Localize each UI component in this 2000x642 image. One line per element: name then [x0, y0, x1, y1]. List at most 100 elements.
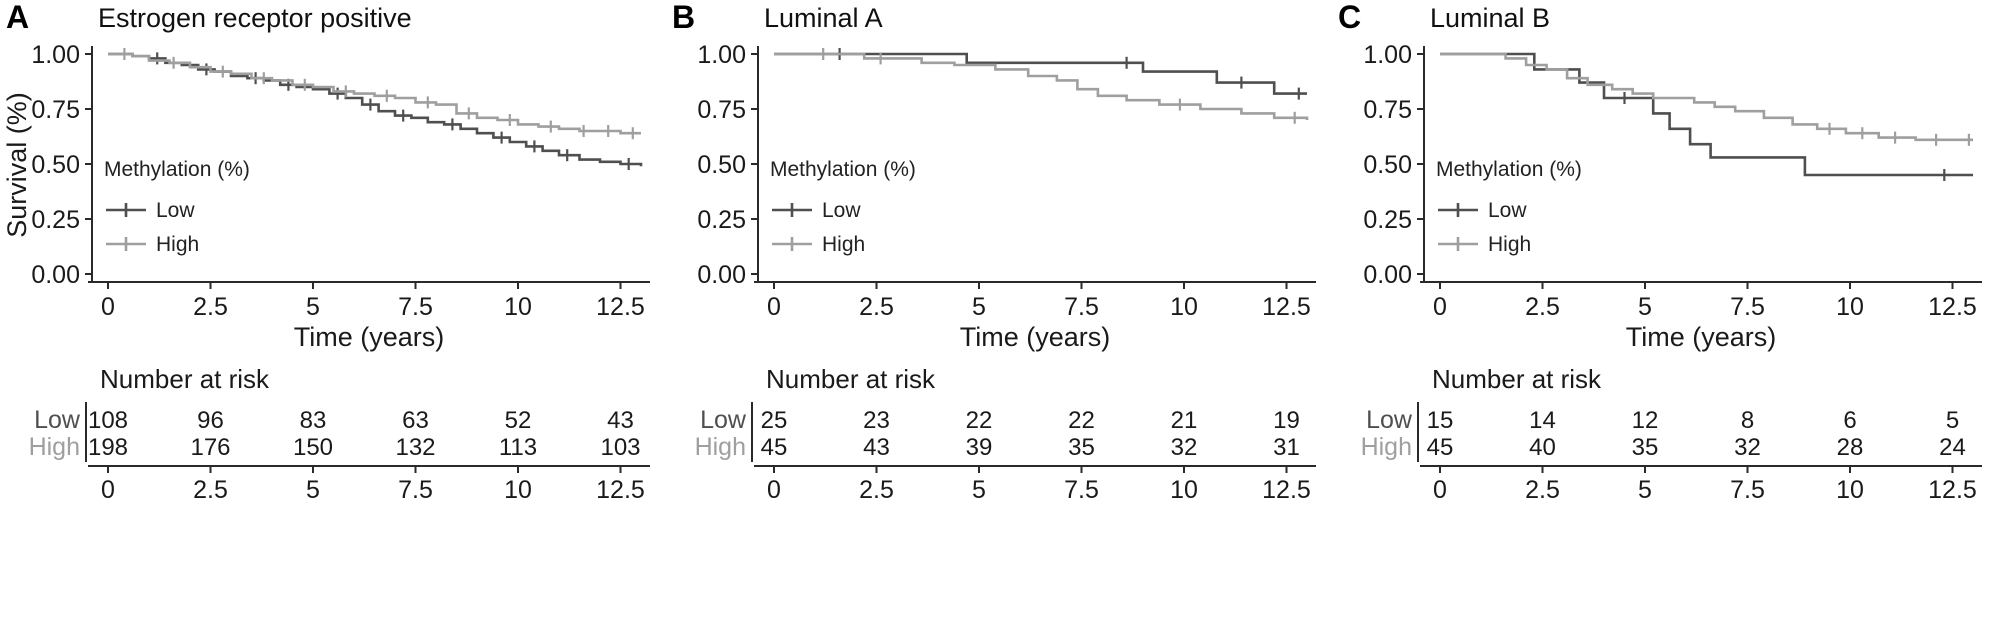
risk-x-tick-label: 0: [1433, 476, 1447, 504]
risk-x-tick-label: 2.5: [193, 476, 228, 504]
tick-marks: [85, 53, 622, 289]
x-tick-label: 10: [1170, 293, 1198, 321]
tick-marks: [1417, 53, 1954, 289]
y-tick-label: 1.00: [697, 41, 746, 69]
x-axis-title: Time (years): [294, 322, 445, 352]
x-tick-label: 10: [1836, 293, 1864, 321]
risk-count-low: 15: [1427, 407, 1454, 434]
risk-count-high: 39: [966, 434, 993, 461]
y-tick-label: 0.50: [697, 151, 746, 179]
risk-x-tick-label: 5: [972, 476, 986, 504]
y-tick-label: 0.50: [31, 151, 80, 179]
risk-table-title: Number at risk: [100, 364, 270, 394]
x-tick-label: 12.5: [596, 293, 645, 321]
legend: Methylation (%) Low High: [1436, 158, 1582, 256]
censor-marks-high: [1828, 122, 1971, 146]
risk-count-high: 32: [1734, 434, 1761, 461]
x-axis-title: Time (years): [960, 322, 1111, 352]
censor-marks-low: [838, 48, 1300, 100]
y-tick-label: 0.25: [1363, 206, 1412, 234]
panel-c-letter: C: [1338, 0, 1362, 35]
risk-count-high: 28: [1837, 434, 1864, 461]
panel-c-plot: 1.00 0.75 0.50 0.25 0.00 0 2.5 5 7.5 10 12.5 Time (…: [1361, 41, 1982, 504]
risk-count-low: 22: [966, 407, 993, 434]
x-axis-title: Time (years): [1626, 322, 1777, 352]
risk-count-low: 52: [505, 407, 532, 434]
risk-x-tick-label: 5: [306, 476, 320, 504]
panel-a-letter: A: [6, 0, 30, 35]
risk-count-high: 43: [863, 434, 890, 461]
x-tick-label: 0: [767, 293, 781, 321]
panel-c-title: Luminal B: [1430, 3, 1551, 33]
risk-count-high: 132: [395, 434, 435, 461]
survival-curve-high: [108, 52, 641, 135]
risk-count-low: 83: [300, 407, 327, 434]
y-tick-label: 0.00: [697, 261, 746, 289]
legend: Methylation (%) Low High: [104, 158, 250, 256]
x-tick-label: 2.5: [1525, 293, 1560, 321]
risk-count-low: 22: [1068, 407, 1095, 434]
risk-count-high: 24: [1939, 434, 1966, 461]
risk-x-tick-label: 7.5: [1064, 476, 1099, 504]
risk-count-high: 31: [1273, 434, 1300, 461]
y-tick-label: 0.25: [31, 206, 80, 234]
y-tick-label: 0.50: [1363, 151, 1412, 179]
risk-row-label-low: Low: [700, 406, 747, 434]
survival-curve-low: [108, 52, 643, 167]
risk-x-tick-label: 12.5: [1928, 476, 1977, 504]
risk-x-tick-label: 10: [1170, 476, 1198, 504]
legend-title: Methylation (%): [104, 158, 250, 181]
risk-x-tick-label: 2.5: [859, 476, 894, 504]
risk-count-high: 35: [1632, 434, 1659, 461]
legend-label-low: Low: [156, 199, 195, 222]
risk-x-tick-label: 2.5: [1525, 476, 1560, 504]
x-tick-label: 5: [1638, 293, 1652, 321]
risk-x-tick-label: 7.5: [398, 476, 433, 504]
panel-a-plot: 1.00 0.75 0.50 0.25 0.00 0 2.5 5 7.5 10 12.5 Surviv…: [2, 41, 650, 504]
survival-curve-high: [1440, 52, 1973, 142]
risk-row-label-high: High: [29, 433, 80, 461]
risk-x-tick-label: 12.5: [596, 476, 645, 504]
risk-count-low: 21: [1171, 407, 1198, 434]
risk-count-low: 14: [1529, 407, 1556, 434]
legend-label-high: High: [822, 233, 865, 256]
x-tick-label: 0: [1433, 293, 1447, 321]
panel-c-header: C Luminal B: [1332, 0, 1998, 34]
legend-title: Methylation (%): [770, 158, 916, 181]
panel-b: B Luminal A 1.00 0.75 0.50 0.25 0.00 0 2.5 5 7.5…: [666, 0, 1332, 642]
risk-row-label-low: Low: [1366, 406, 1413, 434]
y-tick-label: 0.75: [31, 96, 80, 124]
legend-label-low: Low: [1488, 199, 1527, 222]
x-tick-label: 10: [504, 293, 532, 321]
panel-c: C Luminal B 1.00 0.75 0.50 0.25 0.00 0 2.5 5 7.5…: [1332, 0, 1998, 642]
risk-x-tick-label: 10: [504, 476, 532, 504]
risk-x-tick-label: 7.5: [1730, 476, 1765, 504]
risk-count-high: 103: [600, 434, 640, 461]
risk-table: Number at risk Low 25 23 22 22 21 19 High 45 43 39 3…: [695, 364, 1316, 504]
legend-label-high: High: [156, 233, 199, 256]
risk-count-low: 5: [1946, 407, 1959, 434]
x-tick-label: 7.5: [1064, 293, 1099, 321]
risk-count-low: 43: [607, 407, 634, 434]
risk-count-low: 19: [1273, 407, 1300, 434]
legend-label-low: Low: [822, 199, 861, 222]
risk-count-high: 198: [88, 434, 128, 461]
risk-row-label-low: Low: [34, 406, 81, 434]
x-tick-label: 5: [306, 293, 320, 321]
panel-a: A Estrogen receptor positive 1.00 0.75 0.5…: [0, 0, 666, 642]
risk-count-high: 150: [293, 434, 333, 461]
x-tick-label: 2.5: [859, 293, 894, 321]
risk-count-low: 63: [402, 407, 429, 434]
panel-a-title: Estrogen receptor positive: [98, 3, 412, 33]
risk-table: Number at risk Low 108 96 83 63 52 43 High 198 176…: [29, 364, 650, 504]
y-tick-label: 1.00: [31, 41, 80, 69]
risk-count-high: 45: [761, 434, 788, 461]
risk-x-tick-label: 10: [1836, 476, 1864, 504]
risk-x-tick-label: 12.5: [1262, 476, 1311, 504]
risk-row-label-high: High: [695, 433, 746, 461]
risk-x-tick-label: 0: [767, 476, 781, 504]
censor-marks-high: [123, 48, 634, 140]
risk-count-low: 23: [863, 407, 890, 434]
risk-table-title: Number at risk: [766, 364, 936, 394]
